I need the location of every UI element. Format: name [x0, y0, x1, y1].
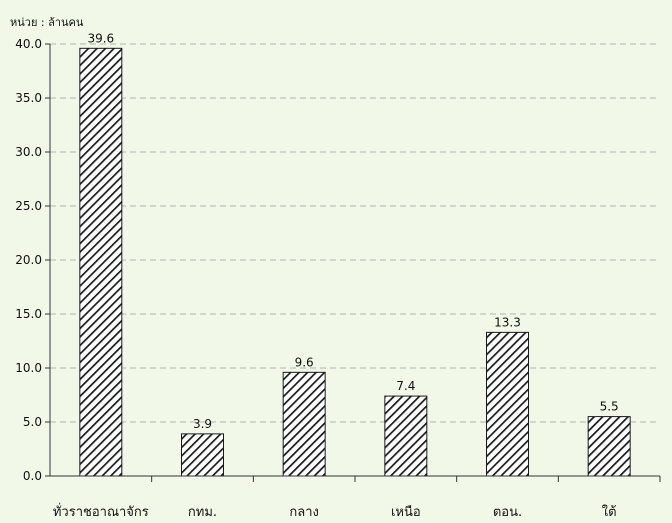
data-label: 13.3 [494, 315, 521, 329]
x-category-label: ตอน. [493, 505, 522, 520]
bar [384, 395, 428, 477]
data-label: 3.9 [193, 417, 212, 431]
y-tick-label: 10.0 [15, 361, 42, 375]
bar [282, 371, 326, 477]
x-category-label: ใต้ [602, 504, 617, 520]
gridlines [50, 43, 660, 423]
x-category-label: กทม. [188, 505, 217, 520]
y-tick-label: 20.0 [15, 253, 42, 267]
bar [181, 433, 224, 477]
bar [486, 331, 529, 477]
data-label: 7.4 [396, 379, 415, 393]
x-category-label: กลาง [289, 505, 319, 520]
x-category-label: ทั่วราชอาณาจักร [53, 503, 149, 520]
y-tick-label: 5.0 [23, 415, 42, 429]
bars [79, 47, 631, 477]
data-labels: 39.6 3.9 9.6 7.4 13.3 5.5 [87, 31, 618, 431]
axes [45, 43, 661, 482]
y-unit-label: หน่วย : ล้านคน [10, 16, 84, 29]
data-label: 9.6 [295, 355, 314, 369]
y-tick-label: 35.0 [15, 91, 42, 105]
data-label: 39.6 [87, 31, 114, 45]
y-tick-label: 25.0 [15, 199, 42, 213]
x-category-labels: ทั่วราชอาณาจักร กทม. กลาง เหนือ ตอน. ใต้ [53, 503, 617, 520]
data-label: 5.5 [600, 400, 619, 414]
y-tick-label: 15.0 [15, 307, 42, 321]
bar [79, 47, 123, 477]
bar [587, 416, 631, 477]
y-tick-label: 0.0 [23, 469, 42, 483]
x-category-label: เหนือ [391, 504, 421, 520]
y-tick-label: 40.0 [15, 37, 42, 51]
y-tick-labels: 0.0 5.0 10.0 15.0 20.0 25.0 30.0 35.0 40.0 [15, 37, 42, 483]
y-tick-label: 30.0 [15, 145, 42, 159]
